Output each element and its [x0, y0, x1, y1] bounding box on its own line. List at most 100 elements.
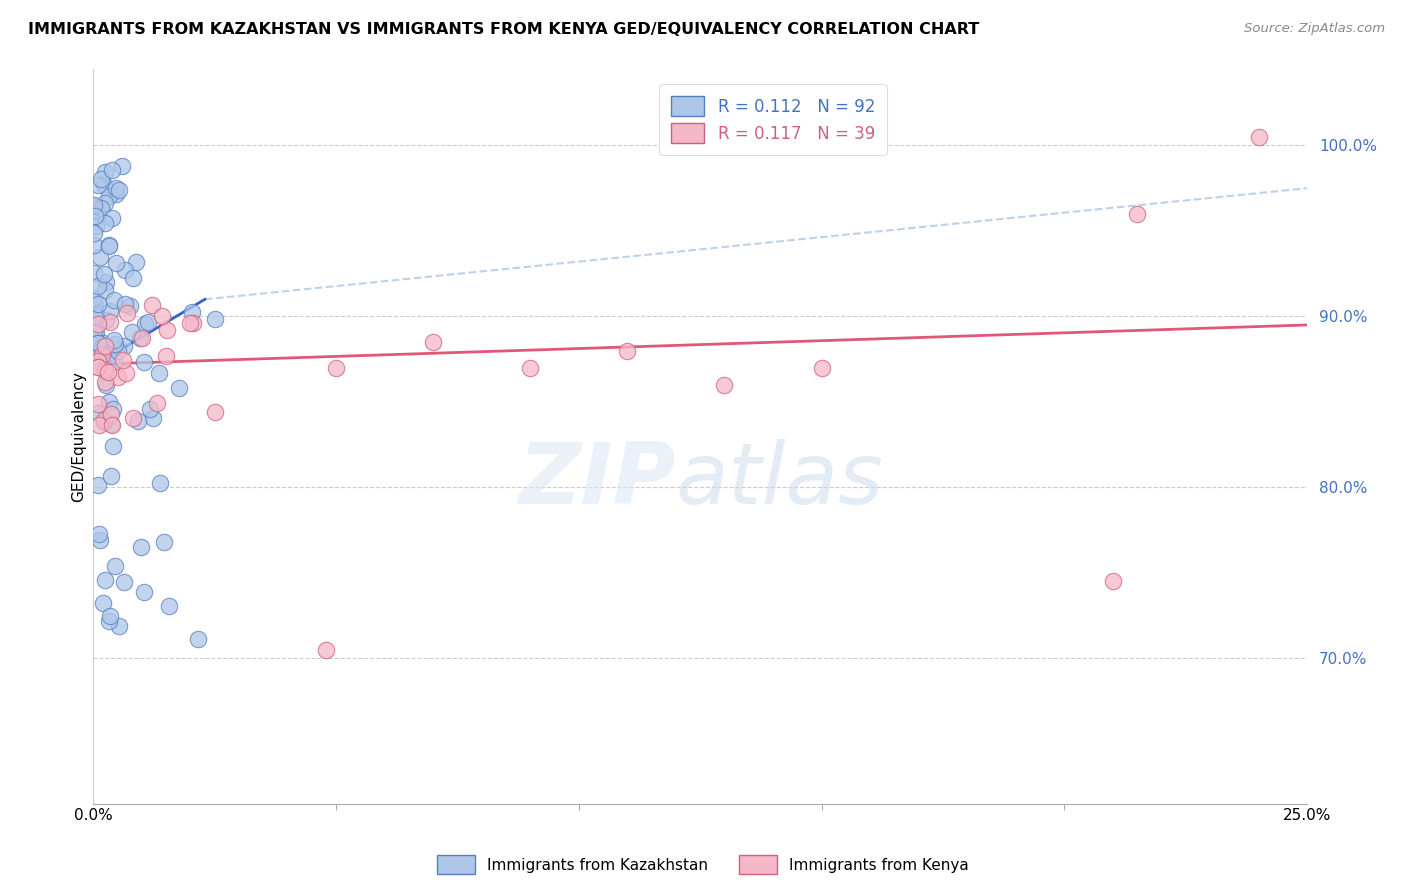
Point — [148, 366, 170, 380]
Point — [90, 339, 112, 353]
Point — [96, 378, 118, 392]
Point — [90, 201, 112, 215]
Point — [121, 411, 143, 425]
Point — [111, 159, 134, 173]
Point — [103, 293, 125, 307]
Point — [114, 263, 136, 277]
Point — [114, 297, 136, 311]
Point — [115, 306, 138, 320]
Point — [97, 238, 120, 252]
Point — [93, 283, 115, 297]
Point — [87, 279, 110, 293]
Point — [713, 377, 735, 392]
Point — [112, 352, 135, 367]
Point — [87, 336, 110, 351]
Point — [181, 305, 204, 319]
Point — [98, 304, 121, 318]
Point — [97, 239, 120, 253]
Point — [121, 325, 143, 339]
Point — [89, 418, 111, 433]
Point — [101, 418, 124, 433]
Point — [101, 401, 124, 416]
Point — [96, 313, 118, 327]
Point — [87, 354, 110, 368]
Point — [103, 333, 125, 347]
Point — [810, 360, 832, 375]
Point — [87, 527, 110, 541]
Point — [325, 360, 347, 375]
Legend: R = 0.112   N = 92, R = 0.117   N = 39: R = 0.112 N = 92, R = 0.117 N = 39 — [659, 84, 887, 155]
Point — [84, 209, 107, 223]
Point — [94, 164, 117, 178]
Point — [155, 349, 177, 363]
Point — [83, 198, 105, 212]
Point — [97, 346, 120, 360]
Point — [112, 575, 135, 590]
Point — [87, 178, 110, 193]
Point — [94, 276, 117, 290]
Point — [100, 417, 122, 431]
Point — [93, 363, 115, 377]
Point — [87, 317, 110, 331]
Point — [134, 317, 156, 331]
Y-axis label: GED/Equivalency: GED/Equivalency — [72, 371, 86, 501]
Point — [104, 180, 127, 194]
Point — [132, 355, 155, 369]
Point — [87, 349, 110, 363]
Point — [93, 413, 115, 427]
Point — [83, 226, 105, 240]
Point — [87, 297, 110, 311]
Text: ZIP: ZIP — [519, 439, 676, 522]
Point — [100, 163, 122, 178]
Point — [149, 475, 172, 490]
Point — [104, 558, 127, 573]
Point — [115, 366, 138, 380]
Point — [84, 326, 107, 340]
Point — [98, 608, 121, 623]
Point — [315, 642, 337, 657]
Point — [87, 206, 110, 220]
Point — [84, 309, 107, 323]
Point — [83, 238, 105, 252]
Point — [108, 183, 131, 197]
Point — [83, 266, 105, 280]
Point — [91, 596, 114, 610]
Point — [87, 335, 110, 350]
Point — [93, 415, 115, 429]
Point — [153, 534, 176, 549]
Point — [145, 396, 167, 410]
Point — [87, 478, 110, 492]
Point — [94, 375, 117, 389]
Point — [157, 599, 180, 614]
Point — [97, 189, 120, 203]
Point — [204, 405, 226, 419]
Point — [89, 250, 111, 264]
Point — [124, 255, 146, 269]
Point — [83, 291, 105, 305]
Point — [152, 309, 174, 323]
Point — [112, 339, 135, 353]
Point — [187, 632, 209, 646]
Point — [129, 540, 152, 554]
Point — [107, 344, 129, 359]
Point — [97, 395, 120, 409]
Point — [132, 585, 155, 599]
Point — [90, 172, 112, 186]
Point — [169, 381, 191, 395]
Point — [204, 312, 226, 326]
Point — [93, 267, 115, 281]
Point — [519, 360, 541, 375]
Point — [87, 406, 110, 420]
Point — [100, 211, 122, 226]
Point — [107, 618, 129, 632]
Point — [122, 271, 145, 285]
Point — [136, 316, 159, 330]
Point — [98, 614, 121, 628]
Point — [156, 323, 179, 337]
Point — [141, 298, 163, 312]
Point — [87, 397, 110, 411]
Point — [98, 315, 121, 329]
Point — [83, 199, 105, 213]
Point — [105, 256, 128, 270]
Point — [139, 401, 162, 416]
